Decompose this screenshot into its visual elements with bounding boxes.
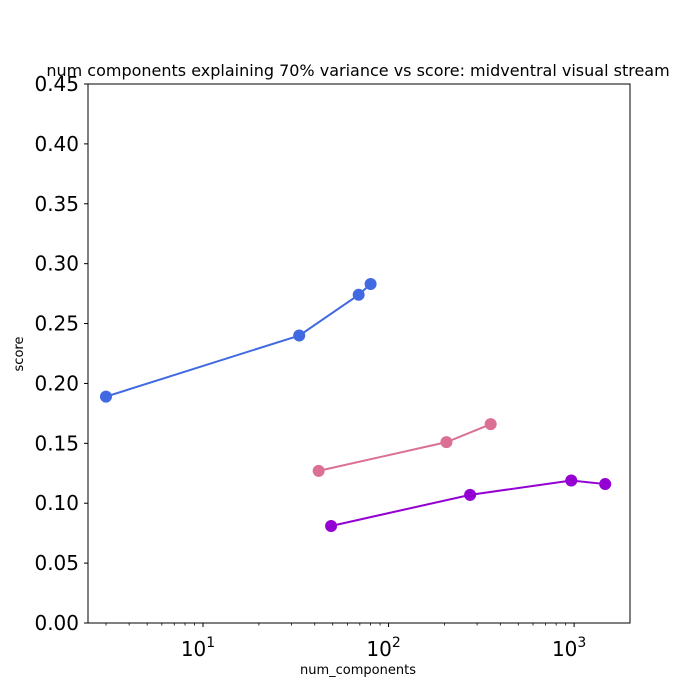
series-2-line — [318, 423, 492, 472]
y-tick-label: 0.05 — [34, 551, 79, 575]
series-1-point — [364, 278, 377, 291]
series-3-point — [565, 474, 578, 487]
y-tick-label: 0.25 — [34, 312, 79, 336]
y-tick-label: 0.00 — [34, 611, 79, 635]
series-3-point — [464, 488, 477, 501]
y-tick-label: 0.15 — [34, 431, 79, 455]
x-tick-label-base: 10 — [181, 637, 206, 661]
series-2-point — [484, 418, 497, 431]
x-axis-label: num_components — [300, 663, 416, 678]
x-tick-label-exponent: 3 — [577, 635, 586, 651]
x-tick-label-base: 10 — [552, 637, 577, 661]
y-axis: 0.00 0.05 0.10 0.15 0.20 0.25 0.30 0.35 0.40 0.45 — [34, 72, 88, 635]
y-tick-label: 0.35 — [34, 192, 79, 216]
x-tick-label-exponent: 1 — [206, 635, 215, 651]
series-3-point — [599, 478, 612, 491]
x-axis: 101 102 103 — [105, 623, 586, 661]
x-tick-label-base: 10 — [366, 637, 391, 661]
x-tick-label-exponent: 2 — [392, 635, 401, 651]
y-tick-label: 0.45 — [34, 72, 79, 96]
series-3-point — [325, 519, 338, 532]
series-3-line — [330, 479, 606, 527]
chart-title: num components explaining 70% variance v… — [46, 61, 669, 80]
y-axis-label: score — [12, 337, 27, 372]
plot-marks — [99, 278, 612, 532]
x-tick-label: 101 — [181, 635, 215, 661]
x-tick-label: 102 — [366, 635, 400, 661]
series-1-point — [293, 329, 306, 342]
series-2-point — [312, 464, 325, 477]
y-tick-label: 0.20 — [34, 371, 79, 395]
series-2-point — [440, 436, 453, 449]
series-1-line — [105, 283, 372, 398]
plot-area-frame — [87, 83, 631, 624]
y-tick-label: 0.40 — [34, 132, 79, 156]
series-1-point — [99, 390, 112, 403]
x-tick-label: 103 — [552, 635, 586, 661]
series-1-point — [352, 288, 365, 301]
y-tick-label: 0.10 — [34, 491, 79, 515]
y-tick-label: 0.30 — [34, 252, 79, 276]
